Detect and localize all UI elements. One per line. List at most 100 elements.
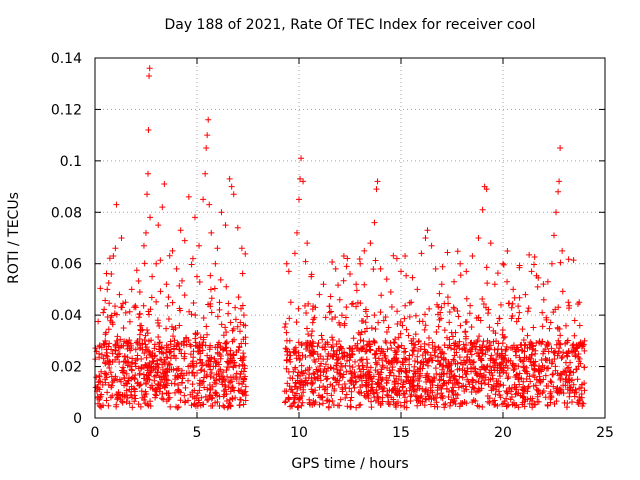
data-point-cloud bbox=[445, 394, 452, 401]
data-point-cloud bbox=[115, 351, 122, 358]
data-point bbox=[145, 170, 152, 177]
data-point-cloud bbox=[516, 264, 523, 271]
data-point-cloud bbox=[135, 277, 142, 284]
data-point-cloud bbox=[402, 356, 409, 363]
data-point-cloud bbox=[302, 367, 309, 374]
data-point-cloud bbox=[286, 396, 293, 403]
data-point-cloud bbox=[108, 382, 115, 389]
data-point-cloud bbox=[479, 403, 486, 410]
data-point-cloud bbox=[220, 369, 227, 376]
data-point-cloud bbox=[320, 383, 327, 390]
data-point-cloud bbox=[569, 376, 576, 383]
data-point-cloud bbox=[196, 279, 203, 286]
data-point-cloud bbox=[548, 360, 555, 367]
data-point-cloud bbox=[236, 344, 243, 351]
data-point-cloud bbox=[381, 352, 388, 359]
data-point bbox=[534, 283, 541, 290]
data-point-cloud bbox=[147, 403, 154, 410]
data-point-cloud bbox=[421, 326, 428, 333]
data-point-cloud bbox=[436, 377, 443, 384]
data-point-cloud bbox=[364, 313, 371, 320]
data-point-cloud bbox=[560, 382, 567, 389]
data-point-cloud bbox=[127, 347, 134, 354]
data-point-cloud bbox=[163, 342, 170, 349]
data-point-cloud bbox=[119, 300, 126, 307]
data-point-cloud bbox=[321, 344, 328, 351]
data-point-cloud bbox=[426, 334, 433, 341]
data-point-cloud bbox=[325, 403, 332, 410]
data-point bbox=[113, 201, 120, 208]
data-point-cloud bbox=[406, 361, 413, 368]
data-point-cloud bbox=[212, 399, 219, 406]
data-point-cloud bbox=[521, 386, 528, 393]
data-point-cloud bbox=[572, 386, 579, 393]
data-point-cloud bbox=[306, 364, 313, 371]
data-point-cloud bbox=[562, 322, 569, 329]
data-point-cloud bbox=[414, 366, 421, 373]
data-point-cloud bbox=[98, 344, 105, 351]
data-point-cloud bbox=[508, 385, 515, 392]
data-point bbox=[361, 247, 368, 254]
data-point-cloud bbox=[491, 346, 498, 353]
data-point-cloud bbox=[164, 377, 171, 384]
data-point-cloud bbox=[283, 357, 290, 364]
data-point-cloud bbox=[456, 338, 463, 345]
data-point-cloud bbox=[524, 332, 531, 339]
data-point-cloud bbox=[225, 310, 232, 317]
data-point bbox=[122, 299, 129, 306]
data-point-cloud bbox=[494, 346, 501, 353]
data-point-cloud bbox=[342, 314, 349, 321]
data-point-cloud bbox=[565, 305, 572, 312]
data-point-cloud bbox=[568, 399, 575, 406]
data-point bbox=[112, 245, 119, 252]
data-point-cloud bbox=[232, 394, 239, 401]
data-point-cloud bbox=[148, 382, 155, 389]
data-point-cloud bbox=[241, 365, 248, 372]
data-point-cloud bbox=[324, 397, 331, 404]
data-point-cloud bbox=[403, 404, 410, 411]
data-point-cloud bbox=[158, 373, 165, 380]
data-point-cloud bbox=[425, 362, 432, 369]
data-point-cloud bbox=[183, 341, 190, 348]
data-point-cloud bbox=[497, 373, 504, 380]
data-point-cloud bbox=[560, 390, 567, 397]
data-point-cloud bbox=[372, 367, 379, 374]
data-point-cloud bbox=[383, 380, 390, 387]
data-point bbox=[298, 155, 305, 162]
data-point-cloud bbox=[304, 325, 311, 332]
data-point bbox=[347, 271, 353, 277]
data-point-cloud bbox=[308, 332, 315, 339]
data-point-cloud bbox=[378, 366, 385, 373]
data-point-cloud bbox=[356, 256, 363, 263]
data-point-cloud bbox=[451, 346, 458, 353]
data-point-cloud bbox=[157, 379, 164, 386]
data-point-cloud bbox=[486, 324, 493, 331]
data-point-cloud bbox=[154, 357, 161, 364]
data-point-cloud bbox=[333, 341, 340, 348]
data-point-cloud bbox=[478, 380, 485, 387]
data-point-cloud bbox=[562, 340, 569, 347]
data-point bbox=[418, 250, 425, 257]
data-point-cloud bbox=[147, 398, 154, 405]
data-point-cloud bbox=[504, 390, 511, 397]
data-point-cloud bbox=[205, 301, 212, 308]
data-point-cloud bbox=[425, 341, 432, 348]
data-point-cloud bbox=[329, 336, 336, 343]
data-point-cloud bbox=[401, 355, 408, 362]
data-point bbox=[398, 268, 404, 275]
data-point-cloud bbox=[223, 329, 230, 336]
data-point-cloud bbox=[342, 362, 349, 369]
data-point-cloud bbox=[446, 336, 453, 343]
data-point-cloud bbox=[312, 376, 319, 383]
data-point-cloud bbox=[434, 382, 441, 389]
data-point-cloud bbox=[470, 397, 477, 404]
data-point-cloud bbox=[446, 402, 453, 409]
data-point-cloud bbox=[448, 367, 455, 374]
data-point bbox=[189, 255, 196, 262]
data-point-cloud bbox=[310, 316, 317, 323]
data-point-cloud bbox=[395, 343, 402, 350]
data-point-cloud bbox=[283, 365, 290, 372]
data-point-cloud bbox=[483, 264, 490, 271]
data-point bbox=[203, 145, 210, 151]
data-point-cloud bbox=[427, 392, 434, 399]
